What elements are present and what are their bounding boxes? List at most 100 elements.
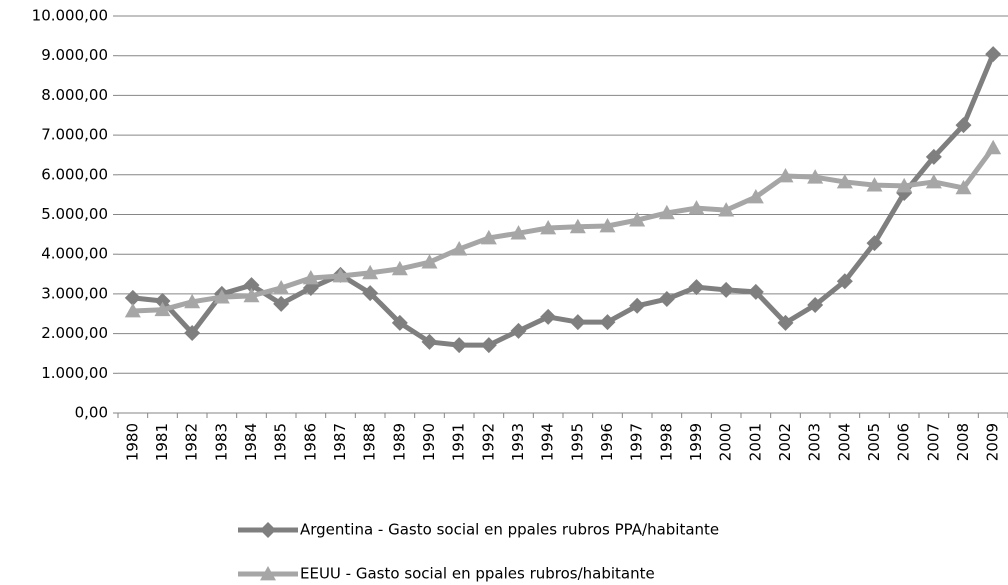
data-point [836, 173, 853, 189]
data-point [866, 177, 883, 192]
data-point [569, 314, 586, 331]
data-point [688, 279, 705, 296]
data-point [154, 293, 171, 310]
data-point [955, 117, 972, 134]
x-tick-label: 2003 [806, 423, 824, 461]
data-point [184, 325, 201, 342]
data-point [777, 314, 794, 331]
x-tick-label: 1988 [361, 423, 379, 461]
data-point [510, 322, 527, 339]
x-tick-label: 1981 [153, 423, 171, 461]
data-point [480, 337, 497, 354]
data-point [451, 241, 468, 256]
x-tick-label: 1990 [420, 423, 438, 461]
y-tick-label: 7.000,00 [41, 126, 108, 144]
data-point [629, 297, 646, 314]
y-tick-label: 6.000,00 [41, 165, 108, 183]
x-tick-label: 1985 [272, 423, 290, 461]
data-point [421, 254, 438, 269]
data-point [658, 204, 675, 220]
data-point [510, 225, 527, 240]
x-tick-label: 1980 [123, 423, 141, 461]
y-tick-label: 1.000,00 [41, 364, 108, 382]
data-point [925, 173, 942, 189]
data-point [985, 46, 1002, 63]
data-point [243, 277, 260, 294]
y-tick-label: 9.000,00 [41, 46, 108, 64]
x-tick-label: 2002 [776, 423, 794, 461]
data-point [866, 235, 883, 252]
x-tick-label: 1982 [183, 423, 201, 461]
legend-label: EEUU - Gasto social en ppales rubros/hab… [300, 565, 655, 583]
data-point [569, 218, 586, 234]
x-tick-label: 1991 [450, 423, 468, 461]
data-point [451, 337, 468, 354]
data-point [688, 200, 705, 215]
y-tick-label: 5.000,00 [41, 205, 108, 223]
data-point [985, 139, 1002, 155]
data-point [124, 302, 141, 318]
y-tick-label: 0,00 [75, 404, 108, 422]
x-tick-label: 1989 [390, 423, 408, 461]
data-point [747, 283, 764, 300]
y-tick-label: 4.000,00 [41, 245, 108, 263]
data-point [154, 301, 171, 317]
legend-label: Argentina - Gasto social en ppales rubro… [300, 521, 719, 539]
data-point [807, 169, 824, 184]
data-point [332, 268, 349, 283]
x-tick-label: 2008 [954, 423, 972, 461]
x-tick-label: 2006 [895, 423, 913, 461]
y-tick-label: 10.000,00 [32, 7, 108, 25]
data-point [658, 291, 675, 308]
data-point [421, 333, 438, 350]
data-point [629, 212, 646, 227]
data-point [718, 202, 735, 217]
data-point [599, 314, 616, 331]
data-point [777, 167, 794, 183]
x-tick-label: 1984 [242, 423, 260, 461]
legend-marker [260, 566, 276, 581]
data-point [540, 308, 557, 325]
data-point [391, 260, 408, 276]
data-point [273, 295, 290, 312]
series-line [132, 53, 996, 348]
x-tick-label: 2007 [924, 423, 942, 461]
x-tick-label: 2009 [984, 423, 1002, 461]
x-tick-label: 2001 [746, 423, 764, 461]
data-point [184, 293, 201, 309]
x-tick-label: 1994 [539, 423, 557, 461]
x-tick-label: 1999 [687, 423, 705, 461]
y-tick-label: 8.000,00 [41, 86, 108, 104]
series-line [132, 146, 996, 314]
y-tick-label: 2.000,00 [41, 324, 108, 342]
data-point [718, 281, 735, 298]
x-tick-label: 2004 [835, 423, 853, 461]
data-point [955, 179, 972, 195]
data-point [362, 285, 379, 302]
data-point [540, 219, 557, 235]
data-point [213, 289, 230, 304]
legend-marker [260, 522, 276, 538]
data-point [362, 264, 379, 280]
data-point [836, 273, 853, 290]
data-point [273, 279, 290, 295]
data-point [925, 148, 942, 165]
data-point [807, 297, 824, 314]
x-tick-label: 1998 [657, 423, 675, 461]
data-point [747, 189, 764, 204]
x-tick-label: 1995 [568, 423, 586, 461]
x-tick-label: 1993 [509, 423, 527, 461]
x-tick-label: 2005 [865, 423, 883, 461]
x-tick-label: 1996 [598, 423, 616, 461]
data-point [243, 287, 260, 303]
y-tick-label: 3.000,00 [41, 284, 108, 302]
data-point [480, 229, 497, 245]
x-tick-label: 1986 [301, 423, 319, 461]
x-tick-label: 2000 [717, 423, 735, 461]
x-tick-label: 1987 [331, 423, 349, 461]
x-tick-label: 1997 [628, 423, 646, 461]
data-point [896, 177, 913, 193]
data-point [302, 270, 319, 285]
data-point [124, 289, 141, 306]
